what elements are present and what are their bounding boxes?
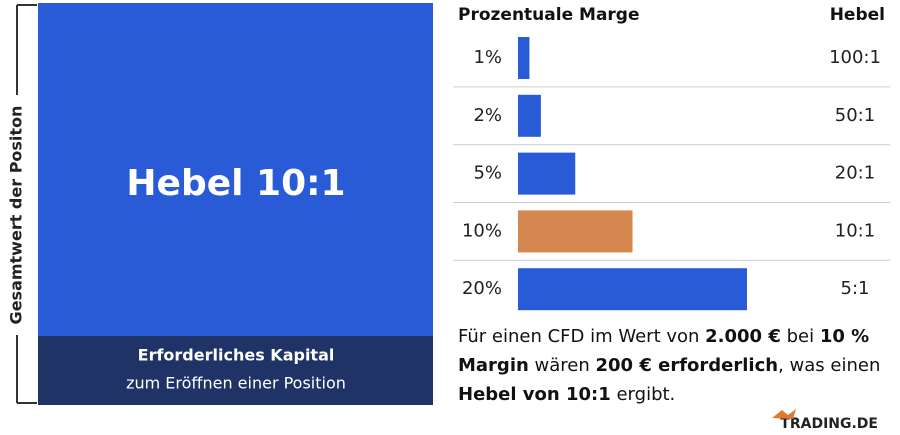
note-segment: 200 € erforderlich [595,355,779,376]
margin-label: 20% [462,278,502,299]
margin-label: 2% [473,105,502,126]
note-segment: bei [780,326,820,347]
header-margin: Prozentuale Marge [458,5,640,25]
margin-bar [518,94,541,137]
note-segment: 2.000 € [705,326,781,347]
margin-label: 5% [473,163,502,184]
logo: TRADING.DE [780,416,878,432]
leverage-label: 20:1 [835,163,875,184]
leverage-label: 100:1 [829,47,881,68]
note-segment: 10 % Margin [458,326,870,376]
leverage-label: 10:1 [835,220,875,241]
leverage-label: 5:1 [841,278,870,299]
logo-icon [772,409,796,419]
margin-bar [518,210,633,253]
margin-label: 10% [462,220,502,241]
margin-bar [518,37,530,79]
footer-title: Erforderliches Kapital [138,346,335,365]
position-box [38,3,433,336]
header-leverage: Hebel [830,5,885,25]
headline: Hebel 10:1 [126,163,345,204]
leverage-label: 50:1 [835,105,875,126]
capital-box [38,336,433,405]
note-segment: , was einen [778,355,881,376]
axis-label: Gesamtwert der Positon [7,106,26,325]
note-segment: wären [528,355,596,376]
note-segment: Hebel von 10:1 [458,384,611,405]
note: Für einen CFD im Wert von 2.000 € bei 10… [458,322,888,409]
note-segment: ergibt. [610,384,676,405]
note-segment: Für einen CFD im Wert von [458,326,706,347]
margin-bar [518,152,576,195]
margin-label: 1% [473,47,502,68]
bracket-gap [5,95,29,335]
footer-subtitle: zum Eröffnen einer Position [126,374,346,393]
margin-bar [518,268,747,311]
